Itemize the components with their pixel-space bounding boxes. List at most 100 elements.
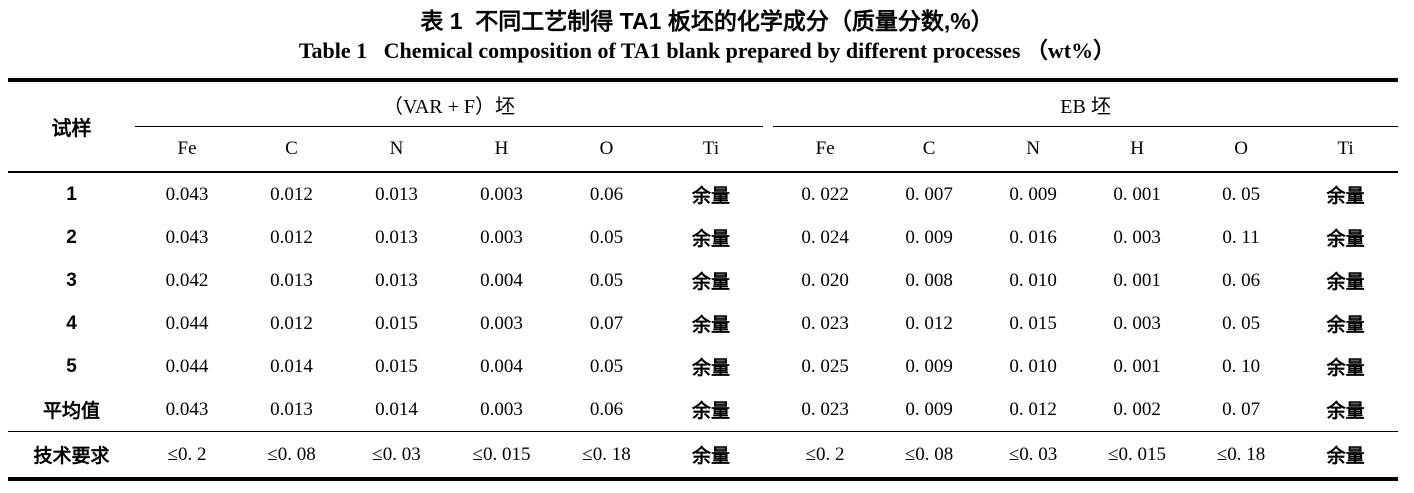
sample-label: 3 xyxy=(66,269,77,291)
value-cell: 0. 06 xyxy=(1222,269,1261,291)
table-row: 1 0.043 0.012 0.013 0.003 0.06 余量 0. 022 0. 007 0… xyxy=(8,172,1398,216)
element-header-ti: Ti xyxy=(659,126,764,173)
value-cell: 0. 05 xyxy=(1222,312,1261,334)
value-cell: 余量 xyxy=(659,431,764,479)
value-cell: ≤0. 08 xyxy=(877,431,982,479)
value-cell: ≤0. 03 xyxy=(981,431,1086,479)
table-title-english: Table 1 Chemical composition of TA1 blan… xyxy=(298,38,1116,63)
value-cell: 余量 xyxy=(1326,229,1365,250)
value-cell: 余量 xyxy=(1326,272,1365,293)
sample-label: 1 xyxy=(66,183,77,205)
value-cell: 0.014 xyxy=(375,398,418,420)
value-cell: 0.012 xyxy=(270,312,313,334)
group-gap xyxy=(763,302,773,345)
value-cell: 0. 009 xyxy=(1009,183,1057,205)
value-cell: ≤0. 015 xyxy=(1085,431,1190,479)
value-cell: 0. 020 xyxy=(801,269,849,291)
table-title-chinese: 表 1 不同工艺制得 TA1 板坯的化学成分（质量分数,%） xyxy=(420,8,994,34)
value-cell: 0.012 xyxy=(270,226,313,248)
group-gap xyxy=(763,216,773,259)
value-cell: 0.004 xyxy=(480,355,523,377)
value-cell: ≤0. 2 xyxy=(773,431,878,479)
group-gap xyxy=(763,345,773,388)
sample-label: 平均值 xyxy=(42,401,100,422)
group-header-row: 试样 （VAR + F）坯 EB 坯 xyxy=(8,80,1399,173)
value-cell: 0.013 xyxy=(375,226,418,248)
value-cell: 0. 025 xyxy=(801,355,849,377)
table-row: 2 0.043 0.012 0.013 0.003 0.05 余量 0. 024 0. 009 0… xyxy=(8,216,1398,259)
value-cell: 0. 05 xyxy=(1222,183,1261,205)
value-cell: 0. 022 xyxy=(801,183,849,205)
value-cell: 余量 xyxy=(1326,315,1365,336)
value-cell: 余量 xyxy=(692,401,731,422)
element-header-fe: Fe xyxy=(773,126,878,173)
value-cell: 0. 007 xyxy=(905,183,953,205)
value-cell: ≤0. 2 xyxy=(135,431,239,479)
value-cell: 0. 11 xyxy=(1222,226,1260,248)
composition-table: 试样 （VAR + F）坯 EB 坯 Fe C N H O Ti Fe C N H O Ti 1 0.0… xyxy=(8,78,1399,481)
group-gap xyxy=(763,388,773,432)
value-cell: ≤0. 08 xyxy=(239,431,344,479)
table-row: 3 0.042 0.013 0.013 0.004 0.05 余量 0. 020 0. 008 0… xyxy=(8,259,1398,302)
value-cell: 0. 008 xyxy=(905,269,953,291)
value-cell: ≤0. 18 xyxy=(554,431,659,479)
value-cell: 0.013 xyxy=(270,269,313,291)
value-cell: 0.004 xyxy=(480,269,523,291)
value-cell: 0.044 xyxy=(165,312,209,334)
element-header-h: H xyxy=(449,126,554,173)
value-cell: 0. 009 xyxy=(905,398,953,420)
element-header-c: C xyxy=(877,126,982,173)
column-header-sample: 试样 xyxy=(8,80,135,173)
value-cell: 0. 07 xyxy=(1222,398,1261,420)
value-cell: 0. 003 xyxy=(1113,312,1161,334)
value-cell: 余量 xyxy=(692,186,731,207)
value-cell: 0.014 xyxy=(270,355,313,377)
element-header-n: N xyxy=(344,126,449,173)
sample-label: 技术要求 xyxy=(8,431,135,479)
value-cell: 0. 010 xyxy=(1009,269,1057,291)
element-header-o: O xyxy=(1189,126,1294,173)
value-cell: 0. 023 xyxy=(801,398,849,420)
element-header-row: Fe C N H O Ti Fe C N H O Ti xyxy=(8,126,1399,173)
value-cell: 0.015 xyxy=(375,355,418,377)
value-cell: 余量 xyxy=(1326,358,1365,379)
sample-label: 5 xyxy=(66,355,77,377)
group-header-eb: EB 坯 xyxy=(773,80,1399,127)
value-cell: 0.044 xyxy=(165,355,209,377)
element-header-h: H xyxy=(1085,126,1190,173)
value-cell: 0. 003 xyxy=(1113,226,1161,248)
group-header-var-f: （VAR + F）坯 xyxy=(135,80,764,127)
tech-requirement-row: 技术要求 ≤0. 2 ≤0. 08 ≤0. 03 ≤0. 015 ≤0. 18 余量 ≤0. … xyxy=(8,431,1399,479)
value-cell: ≤0. 03 xyxy=(344,431,449,479)
group-gap xyxy=(763,259,773,302)
value-cell: 余量 xyxy=(692,229,731,250)
value-cell: 0. 009 xyxy=(905,226,953,248)
value-cell: 0.043 xyxy=(165,398,209,420)
value-cell: 余量 xyxy=(1326,401,1365,422)
value-cell: 0. 024 xyxy=(801,226,849,248)
value-cell: 0.013 xyxy=(375,269,418,291)
group-gap xyxy=(763,172,773,216)
value-cell: 余量 xyxy=(1326,186,1365,207)
value-cell: 0.013 xyxy=(375,183,418,205)
value-cell: 0.003 xyxy=(480,226,523,248)
value-cell: 0. 001 xyxy=(1113,355,1161,377)
table-row: 平均值 0.043 0.013 0.014 0.003 0.06 余量 0. 023 0. 00… xyxy=(8,388,1398,432)
value-cell: 余量 xyxy=(692,358,731,379)
element-header-o: O xyxy=(554,126,659,173)
element-header-ti: Ti xyxy=(1293,126,1399,173)
value-cell: 0. 015 xyxy=(1009,312,1057,334)
element-header-n: N xyxy=(981,126,1086,173)
value-cell: 0. 001 xyxy=(1113,269,1161,291)
value-cell: 0. 023 xyxy=(801,312,849,334)
value-cell: 0.06 xyxy=(589,183,624,205)
value-cell: 0. 016 xyxy=(1009,226,1057,248)
value-cell: 0.012 xyxy=(270,183,313,205)
table-row: 4 0.044 0.012 0.015 0.003 0.07 余量 0. 023 0. 012 0… xyxy=(8,302,1398,345)
value-cell: 0.003 xyxy=(480,312,523,334)
value-cell: 0.05 xyxy=(589,269,624,291)
sample-label: 4 xyxy=(66,312,77,334)
value-cell: 0.003 xyxy=(480,398,523,420)
value-cell: 0.05 xyxy=(589,226,624,248)
